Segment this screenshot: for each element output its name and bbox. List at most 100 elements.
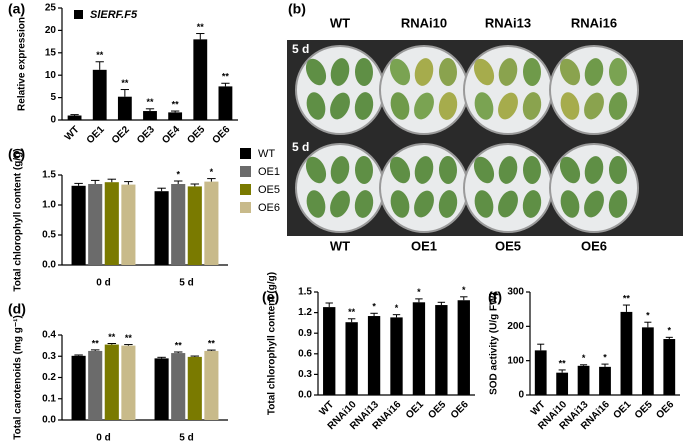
error-bar	[207, 349, 216, 351]
x-tick-label: OE1	[611, 399, 633, 421]
leaf	[354, 156, 374, 184]
y-axis-label: Relative expression	[17, 17, 28, 111]
x-tick-label: OE4	[160, 124, 182, 146]
y-tick-label: 1.5	[42, 170, 56, 181]
error-bar	[221, 82, 230, 87]
panel-label: (c)	[8, 146, 25, 162]
bar	[412, 302, 426, 395]
y-tick-label: 15	[45, 47, 57, 58]
leaf	[473, 156, 495, 184]
leaf	[306, 190, 326, 218]
legend-swatch	[240, 184, 251, 195]
day-label: 5 d	[292, 42, 309, 56]
leaf	[414, 58, 434, 86]
leaf	[354, 190, 374, 218]
significance: **	[172, 99, 180, 109]
error-bar	[90, 349, 100, 351]
bar	[121, 345, 136, 420]
error-bar	[415, 298, 423, 303]
significance: *	[372, 302, 376, 312]
x-tick-label: OE5	[185, 124, 207, 146]
x-tick-label: WT	[63, 124, 82, 143]
x-tick-label: WT	[317, 399, 336, 418]
leaf	[608, 92, 628, 120]
genotype-label: OE1	[411, 238, 437, 253]
leaf	[559, 156, 581, 184]
leaf	[438, 92, 458, 120]
error-bar	[537, 343, 545, 351]
bar	[187, 356, 202, 420]
bar	[641, 327, 654, 395]
error-bar	[173, 180, 183, 184]
panel-label: (a)	[8, 1, 25, 17]
panel-label: (d)	[8, 301, 26, 317]
error-bar	[190, 183, 200, 187]
leaf	[390, 92, 410, 120]
error-bar	[124, 344, 133, 346]
y-tick-label: 1.5	[298, 287, 312, 298]
error-bar	[665, 336, 673, 340]
x-tick-label: OE3	[135, 124, 157, 146]
y-tick-label: 25	[45, 3, 57, 14]
y-axis-label: Total chlorophyll content (g/g)	[267, 272, 278, 415]
significance: *	[582, 353, 586, 363]
y-tick-label: 5	[50, 92, 56, 103]
error-bar	[107, 343, 117, 345]
bar	[204, 181, 219, 265]
leaf	[305, 58, 327, 86]
significance: *	[603, 352, 607, 362]
leaf	[584, 58, 604, 86]
panel-label: (e)	[262, 289, 279, 305]
bar	[534, 350, 547, 395]
genotype-label: WT	[330, 238, 350, 253]
significance: *	[210, 167, 214, 177]
x-tick-label: OE6	[210, 124, 232, 146]
significance: **	[146, 97, 154, 107]
bar	[620, 311, 633, 395]
bar	[171, 184, 186, 265]
bar	[104, 344, 119, 420]
significance: *	[395, 303, 399, 313]
leaf	[438, 190, 458, 218]
genotype-label: RNAi10	[401, 15, 447, 30]
bar	[171, 353, 186, 420]
error-bar	[437, 301, 446, 306]
leaf	[498, 92, 518, 120]
bar	[345, 322, 358, 395]
error-bar	[107, 178, 117, 183]
significance: **	[222, 72, 230, 82]
leaf	[330, 190, 350, 218]
bar	[323, 307, 336, 395]
genotype-label: RNAi16	[571, 15, 617, 30]
leaf	[522, 190, 542, 218]
error-bar	[392, 314, 401, 318]
leaf	[584, 190, 604, 218]
leaf	[330, 58, 350, 86]
leaf	[559, 58, 581, 86]
significance: *	[668, 326, 672, 336]
leaf	[354, 58, 374, 86]
bar	[390, 317, 403, 395]
significance: **	[92, 338, 100, 348]
leaf	[389, 156, 411, 184]
error-bar	[157, 187, 166, 192]
x-tick-label: OE2	[110, 124, 132, 146]
y-axis-label: SOD activity (U/g FW)	[489, 292, 500, 395]
legend-label: SlERF.F5	[90, 9, 138, 21]
bar	[88, 184, 103, 265]
y-tick-label: 0.0	[42, 415, 56, 426]
leaf	[584, 92, 604, 120]
error-bar	[644, 321, 652, 328]
genotype-label: OE6	[581, 238, 607, 253]
leaf	[306, 92, 326, 120]
leaf	[414, 92, 434, 120]
y-tick-label: 0.9	[298, 328, 312, 339]
x-tick-label: OE6	[654, 399, 676, 421]
y-tick-label: 0.3	[42, 351, 56, 362]
bar	[577, 365, 590, 395]
error-bar	[325, 302, 333, 308]
y-tick-label: 10	[45, 70, 57, 81]
bar	[218, 86, 233, 120]
significance: *	[417, 287, 421, 297]
genotype-label: RNAi13	[485, 15, 531, 30]
